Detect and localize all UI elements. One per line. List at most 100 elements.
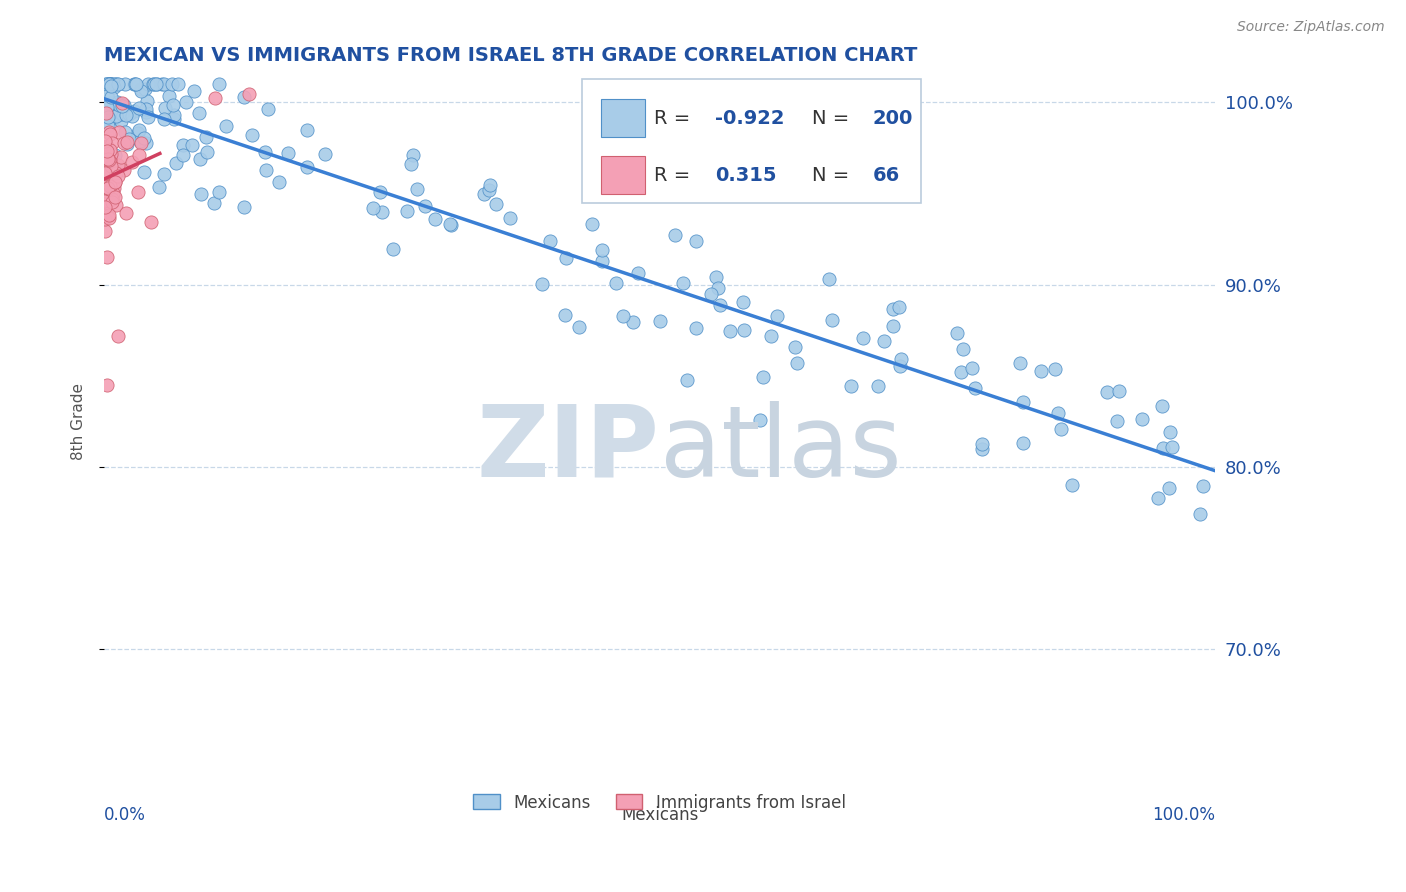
Point bbox=[314, 146, 336, 161]
Point bbox=[96, 139, 118, 153]
Point bbox=[707, 281, 730, 295]
Point bbox=[887, 300, 910, 314]
Point bbox=[232, 89, 254, 103]
Text: R =: R = bbox=[654, 109, 696, 128]
Point bbox=[202, 196, 225, 211]
Text: 0.315: 0.315 bbox=[716, 166, 776, 185]
Point bbox=[100, 153, 122, 168]
Point bbox=[100, 77, 122, 91]
Point bbox=[361, 202, 384, 216]
Point bbox=[153, 112, 176, 126]
Point bbox=[129, 84, 152, 98]
Point bbox=[406, 182, 429, 196]
Point bbox=[748, 413, 770, 427]
Point bbox=[868, 379, 890, 393]
Point bbox=[136, 77, 159, 91]
Text: atlas: atlas bbox=[659, 401, 901, 498]
Point bbox=[98, 179, 121, 194]
Point bbox=[96, 143, 118, 157]
Point bbox=[591, 243, 613, 257]
Point bbox=[93, 181, 115, 195]
Point bbox=[97, 160, 120, 174]
Point bbox=[121, 109, 143, 123]
Point bbox=[104, 148, 127, 162]
Legend: Mexicans, Immigrants from Israel: Mexicans, Immigrants from Israel bbox=[467, 787, 852, 818]
Point bbox=[852, 331, 875, 345]
Point bbox=[162, 97, 184, 112]
Point bbox=[94, 106, 117, 120]
Point bbox=[676, 373, 699, 387]
Point bbox=[685, 321, 707, 335]
Point bbox=[399, 157, 422, 171]
Point bbox=[97, 114, 120, 128]
Point bbox=[128, 148, 150, 162]
Point bbox=[215, 119, 238, 133]
Point bbox=[267, 175, 290, 189]
Point bbox=[94, 175, 117, 189]
Point bbox=[104, 190, 127, 204]
Point bbox=[627, 266, 650, 280]
Point bbox=[100, 147, 122, 161]
Text: ZIP: ZIP bbox=[477, 401, 659, 498]
Point bbox=[1012, 395, 1035, 409]
Point bbox=[240, 128, 263, 142]
Point bbox=[478, 183, 501, 197]
Point bbox=[382, 242, 405, 256]
Point bbox=[166, 77, 188, 91]
Point bbox=[152, 167, 174, 181]
Point bbox=[1050, 422, 1073, 436]
Point bbox=[105, 77, 128, 91]
Point bbox=[439, 218, 461, 232]
Point bbox=[142, 77, 165, 91]
Point bbox=[128, 134, 150, 148]
Point bbox=[97, 167, 120, 181]
Point bbox=[145, 77, 167, 91]
Point bbox=[98, 77, 121, 91]
Point bbox=[112, 162, 135, 177]
Point bbox=[949, 365, 972, 379]
Point bbox=[112, 98, 135, 112]
Point bbox=[93, 139, 115, 153]
Point bbox=[672, 277, 695, 291]
Point bbox=[98, 153, 121, 167]
Point bbox=[733, 294, 755, 309]
Point bbox=[1161, 440, 1184, 454]
Point bbox=[786, 356, 808, 370]
Point bbox=[1152, 441, 1174, 455]
Point bbox=[103, 111, 125, 125]
Point bbox=[107, 125, 129, 139]
Text: 0.0%: 0.0% bbox=[104, 805, 146, 824]
Point bbox=[104, 77, 127, 91]
Point bbox=[94, 141, 117, 155]
Point bbox=[107, 158, 129, 172]
Point bbox=[110, 150, 132, 164]
Point bbox=[423, 211, 446, 226]
Point bbox=[107, 169, 129, 183]
FancyBboxPatch shape bbox=[600, 99, 645, 137]
Point bbox=[188, 152, 211, 166]
Point bbox=[96, 89, 118, 103]
Point bbox=[100, 77, 122, 91]
Point bbox=[122, 77, 145, 91]
Point bbox=[114, 206, 136, 220]
Point bbox=[127, 126, 149, 140]
Point bbox=[1047, 406, 1070, 420]
Point bbox=[124, 77, 146, 91]
Point bbox=[107, 77, 129, 91]
Point bbox=[100, 78, 122, 93]
Point bbox=[172, 148, 194, 162]
Point bbox=[402, 148, 425, 162]
Point bbox=[783, 340, 806, 354]
Point bbox=[129, 136, 152, 150]
Point bbox=[134, 81, 156, 95]
Point bbox=[121, 154, 143, 169]
Point bbox=[135, 102, 157, 116]
Point bbox=[115, 136, 138, 151]
Point bbox=[97, 119, 120, 133]
Point bbox=[96, 186, 118, 200]
Point bbox=[257, 102, 280, 116]
Point bbox=[141, 215, 163, 229]
Point bbox=[485, 196, 508, 211]
Point bbox=[765, 310, 787, 324]
Point bbox=[103, 77, 125, 91]
